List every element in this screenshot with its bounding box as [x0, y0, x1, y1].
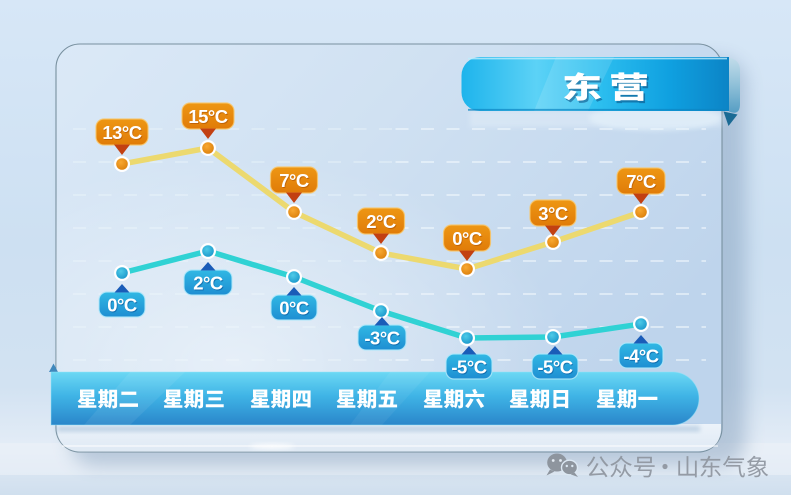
svg-text:-5°C: -5°C	[537, 356, 572, 377]
svg-text:7°C: 7°C	[626, 171, 656, 192]
svg-text:13°C: 13°C	[103, 123, 142, 144]
svg-text:2°C: 2°C	[194, 273, 224, 294]
svg-text:0°C: 0°C	[452, 228, 482, 249]
svg-text:-4°C: -4°C	[624, 346, 659, 367]
svg-text:-3°C: -3°C	[365, 328, 400, 349]
svg-text:7°C: 7°C	[627, 172, 657, 193]
svg-text:7°C: 7°C	[279, 170, 309, 191]
svg-text:3°C: 3°C	[539, 204, 569, 225]
svg-text:-3°C: -3°C	[364, 327, 399, 348]
svg-text:2°C: 2°C	[366, 211, 396, 232]
svg-text:0°C: 0°C	[108, 295, 138, 316]
svg-text:15°C: 15°C	[189, 107, 228, 128]
svg-text:-4°C: -4°C	[623, 345, 658, 366]
svg-text:3°C: 3°C	[538, 203, 568, 224]
svg-text:15°C: 15°C	[188, 106, 227, 127]
svg-text:-5°C: -5°C	[452, 357, 487, 378]
svg-text:2°C: 2°C	[367, 212, 397, 233]
svg-text:13°C: 13°C	[102, 122, 141, 143]
svg-text:-5°C: -5°C	[451, 356, 486, 377]
svg-text:0°C: 0°C	[279, 297, 309, 318]
svg-text:2°C: 2°C	[193, 272, 223, 293]
svg-text:0°C: 0°C	[453, 229, 483, 250]
svg-text:0°C: 0°C	[107, 294, 137, 315]
svg-text:7°C: 7°C	[280, 171, 310, 192]
svg-text:-5°C: -5°C	[538, 357, 573, 378]
svg-text:0°C: 0°C	[280, 298, 310, 319]
